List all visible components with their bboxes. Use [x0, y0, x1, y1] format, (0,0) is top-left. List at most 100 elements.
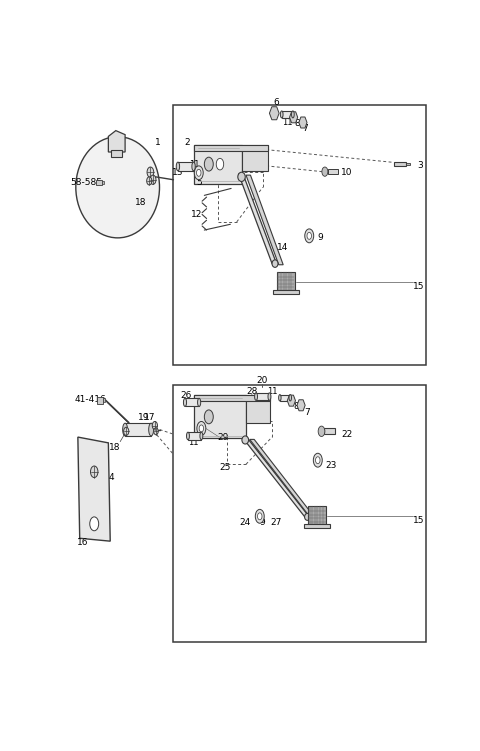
Text: 5: 5 — [196, 177, 202, 186]
Text: 26: 26 — [181, 391, 192, 400]
Polygon shape — [78, 437, 110, 541]
Text: 10: 10 — [341, 167, 352, 176]
Ellipse shape — [198, 398, 201, 406]
Circle shape — [197, 421, 206, 436]
Text: 11: 11 — [188, 439, 198, 448]
Circle shape — [90, 517, 99, 531]
Polygon shape — [328, 169, 338, 174]
Text: 13: 13 — [172, 168, 183, 177]
Text: 11: 11 — [282, 118, 292, 127]
Text: 6: 6 — [273, 98, 278, 107]
Text: 11: 11 — [190, 160, 200, 169]
Ellipse shape — [291, 111, 294, 118]
Ellipse shape — [149, 424, 154, 436]
Ellipse shape — [254, 393, 257, 400]
Polygon shape — [289, 112, 298, 123]
Polygon shape — [194, 396, 246, 439]
Text: 23: 23 — [325, 462, 336, 470]
Polygon shape — [246, 175, 283, 265]
Ellipse shape — [176, 162, 180, 170]
Text: 25: 25 — [219, 463, 230, 472]
Bar — [178, 162, 193, 170]
Bar — [282, 111, 293, 118]
Polygon shape — [194, 145, 242, 184]
Ellipse shape — [280, 111, 283, 118]
Text: 4: 4 — [108, 473, 114, 482]
Circle shape — [315, 457, 320, 463]
Ellipse shape — [187, 432, 190, 439]
Bar — [111, 149, 122, 157]
Circle shape — [204, 157, 213, 171]
Circle shape — [150, 175, 156, 185]
Polygon shape — [308, 506, 326, 524]
Text: 11: 11 — [267, 387, 277, 396]
Circle shape — [199, 425, 204, 432]
Circle shape — [154, 428, 158, 435]
Polygon shape — [243, 439, 309, 517]
Text: 21: 21 — [313, 507, 324, 516]
Text: 20: 20 — [256, 376, 268, 385]
Bar — [185, 398, 199, 406]
Ellipse shape — [268, 393, 271, 400]
Text: 15: 15 — [413, 282, 425, 291]
Polygon shape — [276, 273, 295, 290]
Circle shape — [322, 167, 328, 176]
Text: 9: 9 — [259, 517, 265, 526]
Polygon shape — [96, 180, 102, 185]
Text: 19: 19 — [138, 413, 149, 422]
Text: 24: 24 — [239, 517, 251, 526]
Text: 58-585: 58-585 — [71, 178, 102, 187]
Polygon shape — [324, 428, 335, 434]
Ellipse shape — [200, 432, 203, 439]
Polygon shape — [246, 396, 270, 423]
Text: 18: 18 — [135, 198, 147, 207]
Polygon shape — [242, 145, 268, 171]
Circle shape — [194, 166, 203, 179]
Text: 15: 15 — [413, 517, 425, 526]
Circle shape — [196, 169, 201, 176]
Circle shape — [255, 509, 264, 523]
Text: 12: 12 — [191, 210, 202, 219]
Circle shape — [305, 229, 314, 243]
Polygon shape — [103, 398, 106, 402]
Polygon shape — [297, 400, 305, 411]
Polygon shape — [304, 524, 330, 529]
Text: 18: 18 — [109, 443, 121, 452]
Text: 14: 14 — [277, 243, 288, 252]
Polygon shape — [194, 396, 270, 401]
Text: 3: 3 — [417, 161, 423, 170]
Circle shape — [152, 421, 157, 430]
Polygon shape — [173, 104, 426, 365]
Polygon shape — [299, 117, 307, 128]
Circle shape — [318, 426, 325, 436]
Polygon shape — [108, 131, 125, 152]
Text: 27: 27 — [270, 517, 281, 526]
Polygon shape — [406, 163, 410, 165]
Polygon shape — [239, 174, 276, 264]
Text: 8: 8 — [294, 402, 300, 411]
Text: 8: 8 — [294, 119, 300, 128]
Circle shape — [216, 158, 224, 170]
Text: 7: 7 — [303, 125, 308, 134]
Circle shape — [313, 454, 322, 467]
Ellipse shape — [289, 394, 291, 401]
Text: 28: 28 — [246, 388, 258, 397]
Circle shape — [204, 410, 213, 424]
Polygon shape — [173, 385, 426, 642]
Circle shape — [258, 513, 262, 520]
Ellipse shape — [305, 514, 310, 520]
Circle shape — [147, 167, 154, 177]
Circle shape — [307, 232, 312, 240]
Ellipse shape — [272, 260, 278, 267]
Polygon shape — [97, 397, 103, 403]
Bar — [280, 394, 290, 401]
Text: 17: 17 — [144, 413, 156, 422]
Text: 16: 16 — [77, 538, 89, 547]
Text: 7: 7 — [304, 408, 310, 417]
Polygon shape — [394, 161, 406, 167]
Bar — [188, 432, 202, 439]
Text: 29: 29 — [217, 433, 228, 442]
Ellipse shape — [123, 424, 128, 436]
Ellipse shape — [238, 172, 245, 182]
Circle shape — [91, 466, 98, 478]
